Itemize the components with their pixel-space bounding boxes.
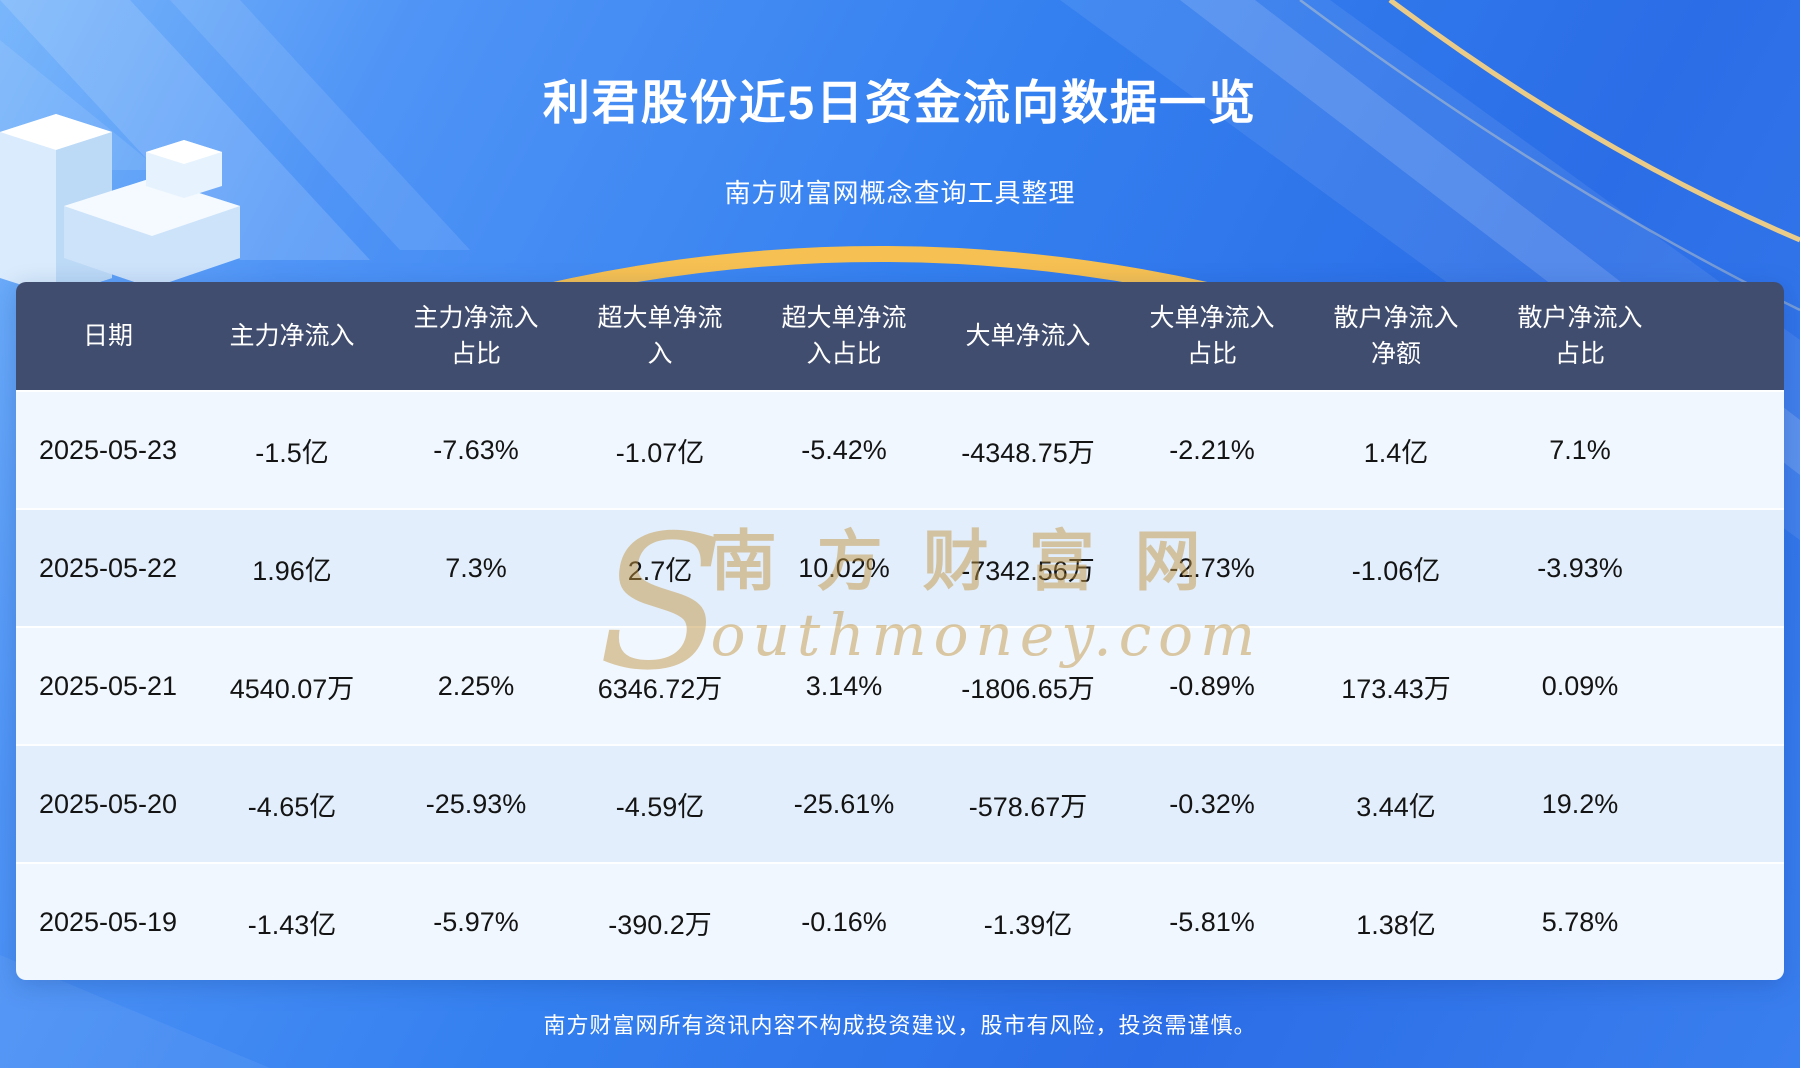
value-cell: -4348.75万 <box>961 437 1095 468</box>
value-cell: -0.16% <box>801 906 887 937</box>
column-header: 主力净流入 <box>229 321 355 350</box>
column-header: 日期 <box>82 321 133 350</box>
value-cell: -4.59亿 <box>615 791 705 822</box>
value-cell: 1.4亿 <box>1363 437 1429 468</box>
value-cell: -1.06亿 <box>1351 555 1441 586</box>
column-header: 散户净流入 占比 <box>1517 303 1643 368</box>
table-row: 2025-05-19 -1.43亿 -5.97% -390.2万 -0.16% -1.39… <box>16 862 1784 980</box>
table-header-row: 日期 主力净流入 主力净流入 占比 超大单净流 入超大单净流 入占比 大单净流入 大单净流… <box>16 282 1784 390</box>
value-cell: -390.2万 <box>608 909 712 940</box>
value-cell: 2.25% <box>437 670 515 701</box>
value-cell: -1.07亿 <box>615 437 705 468</box>
column-header: 超大单净流 入 <box>597 303 723 368</box>
value-cell: 7.1% <box>1549 434 1611 465</box>
value-cell: 0.09% <box>1541 670 1619 701</box>
page-header: 利君股份近5日资金流向数据一览 南方财富网概念查询工具整理 <box>0 0 1800 210</box>
value-cell: -25.61% <box>793 788 895 819</box>
column-header: 大单净流入 占比 <box>1149 303 1275 368</box>
value-cell: -0.32% <box>1169 788 1255 819</box>
table-row: 2025-05-23 -1.5亿 -7.63% -1.07亿 -5.42% -4348.7… <box>16 390 1784 508</box>
value-cell: -1806.65万 <box>961 673 1095 704</box>
date-cell: 2025-05-21 <box>38 670 178 701</box>
page-subtitle: 南方财富网概念查询工具整理 <box>724 178 1076 208</box>
value-cell: -1.43亿 <box>247 909 337 940</box>
value-cell: 10.02% <box>798 552 890 583</box>
column-header: 超大单净流 入占比 <box>781 303 907 368</box>
column-header: 主力净流入 占比 <box>413 303 539 368</box>
value-cell: 19.2% <box>1541 788 1619 819</box>
page-title: 利君股份近5日资金流向数据一览 <box>542 76 1258 129</box>
date-cell: 2025-05-19 <box>38 906 178 937</box>
value-cell: -1.39亿 <box>983 909 1073 940</box>
value-cell: 1.96亿 <box>252 555 332 586</box>
value-cell: -7.63% <box>433 434 519 465</box>
column-header: 大单净流入 <box>965 321 1091 350</box>
value-cell: -3.93% <box>1537 552 1623 583</box>
date-cell: 2025-05-20 <box>38 788 178 819</box>
table-body: 2025-05-23 -1.5亿 -7.63% -1.07亿 -5.42% -4348.7… <box>16 390 1784 980</box>
value-cell: -7342.56万 <box>961 555 1095 586</box>
value-cell: 4540.07万 <box>229 673 355 704</box>
value-cell: -2.21% <box>1169 434 1255 465</box>
table-row: 2025-05-20 -4.65亿 -25.93% -4.59亿 -25.61% -578… <box>16 744 1784 862</box>
value-cell: -1.5亿 <box>255 437 329 468</box>
value-cell: 3.14% <box>805 670 883 701</box>
table-row: 2025-05-22 1.96亿 7.3% 2.7亿 10.02% -7342.56万 -2… <box>16 508 1784 626</box>
value-cell: 173.43万 <box>1341 673 1451 704</box>
value-cell: -0.89% <box>1169 670 1255 701</box>
value-cell: -5.81% <box>1169 906 1255 937</box>
value-cell: -5.42% <box>801 434 887 465</box>
fund-flow-table: 日期 主力净流入 主力净流入 占比 超大单净流 入超大单净流 入占比 大单净流入 大单净流… <box>16 282 1784 980</box>
date-cell: 2025-05-22 <box>38 552 178 583</box>
value-cell: 2.7亿 <box>627 555 693 586</box>
table-row: 2025-05-21 4540.07万 2.25% 6346.72万 3.14% -180… <box>16 626 1784 744</box>
value-cell: -25.93% <box>425 788 527 819</box>
value-cell: -2.73% <box>1169 552 1255 583</box>
value-cell: 5.78% <box>1541 906 1619 937</box>
value-cell: -5.97% <box>433 906 519 937</box>
value-cell: 7.3% <box>445 552 507 583</box>
value-cell: -578.67万 <box>968 791 1088 822</box>
value-cell: -4.65亿 <box>247 791 337 822</box>
disclaimer-text: 南方财富网所有资讯内容不构成投资建议，股市有风险，投资需谨慎。 <box>543 1013 1257 1038</box>
value-cell: 6346.72万 <box>597 673 723 704</box>
column-header: 散户净流入 净额 <box>1333 303 1459 368</box>
value-cell: 3.44亿 <box>1356 791 1436 822</box>
value-cell: 1.38亿 <box>1356 909 1436 940</box>
date-cell: 2025-05-23 <box>38 434 178 465</box>
